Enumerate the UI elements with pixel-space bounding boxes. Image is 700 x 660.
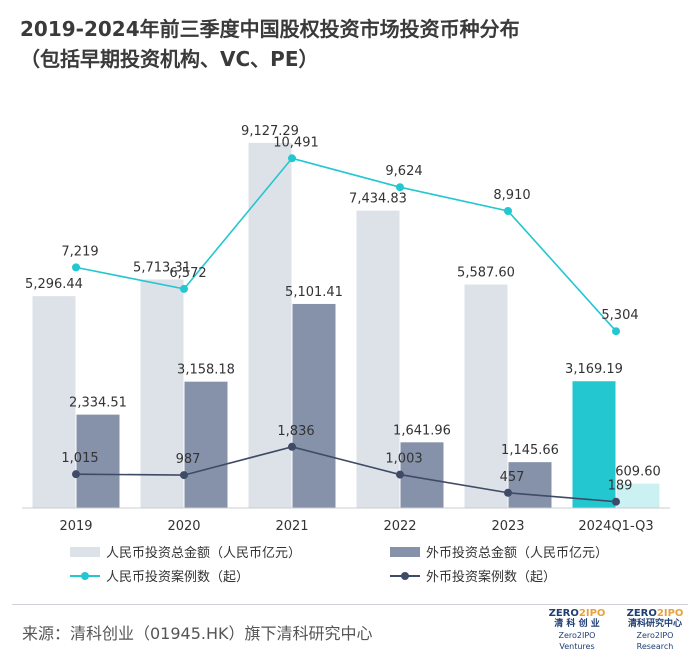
legend-line-rmb-count — [70, 571, 100, 581]
bar-rmb-2019 — [32, 296, 76, 508]
point-rmb-count-2022 — [396, 183, 404, 192]
point-label-fx-count-2024Q1-Q3: 189 — [608, 479, 633, 494]
point-rmb-count-2020 — [180, 284, 188, 293]
bar-fx-2023 — [508, 462, 552, 508]
point-fx-count-2024Q1-Q3 — [612, 497, 620, 506]
legend-item-rmb-amount: 人民币投资总金额（人民币亿元） — [70, 542, 301, 561]
point-label-fx-count-2020: 987 — [176, 452, 201, 467]
legend-label-fx-amount: 外币投资总金额（人民币亿元） — [426, 546, 609, 561]
bar-label-rmb-2024Q1-Q3: 3,169.19 — [565, 362, 623, 377]
line-fx-count — [75, 445, 617, 503]
bar-fx-2021 — [292, 303, 336, 508]
legend-item-fx-amount: 外币投资总金额（人民币亿元） — [390, 542, 608, 561]
point-label-rmb-count-2022: 9,624 — [385, 164, 422, 179]
point-fx-count-2019 — [72, 470, 80, 479]
x-tick-label-2022: 2022 — [383, 519, 416, 534]
legend-item-rmb-count: 人民币投资案例数（起） — [70, 566, 249, 585]
bar-rmb-2024Q1-Q3 — [572, 381, 616, 508]
point-fx-count-2022 — [396, 470, 404, 479]
legend-label-rmb-count: 人民币投资案例数（起） — [106, 570, 250, 585]
point-label-fx-count-2023: 457 — [500, 470, 525, 485]
legend-item-fx-count: 外币投资案例数（起） — [390, 566, 556, 585]
bar-label-fx-2024Q1-Q3: 609.60 — [615, 465, 661, 480]
chart-title: 2019-2024年前三季度中国股权投资市场投资币种分布 （包括早期投资机构、V… — [20, 14, 520, 74]
zero2ipo-ventures-logo: ZERO2IPO 清 科 创 业 Zero2IPO Ventures — [542, 608, 612, 652]
zero2ipo-ventures-cn: 清 科 创 业 — [554, 619, 600, 629]
legend-label-rmb-amount: 人民币投资总金额（人民币亿元） — [106, 546, 302, 561]
legend-swatch-rmb-amount — [70, 546, 100, 557]
point-fx-count-2021 — [288, 442, 296, 451]
bar-label-fx-2021: 5,101.41 — [285, 285, 343, 300]
bar-label-rmb-2023: 5,587.60 — [457, 265, 515, 280]
bar-label-rmb-2021: 9,127.29 — [241, 124, 299, 139]
point-rmb-count-2023 — [504, 207, 512, 215]
bar-label-rmb-2020: 5,713.31 — [133, 260, 191, 275]
point-label-fx-count-2022: 1,003 — [385, 452, 422, 467]
point-rmb-count-2021 — [288, 154, 296, 163]
legend-swatch-fx-amount — [390, 546, 420, 557]
zero2ipo-research-en: Zero2IPO Research — [636, 631, 674, 651]
bar-rmb-2023 — [464, 284, 508, 508]
bar-fx-2019 — [76, 414, 120, 508]
point-rmb-count-2024Q1-Q3 — [612, 327, 620, 336]
footer-divider — [12, 604, 688, 605]
bar-label-fx-2020: 3,158.18 — [177, 363, 235, 378]
chart-title-line1: 2019-2024年前三季度中国股权投资市场投资币种分布 — [20, 17, 520, 41]
point-label-rmb-count-2024Q1-Q3: 5,304 — [601, 308, 638, 323]
bar-rmb-2021 — [248, 142, 292, 509]
bar-label-fx-2019: 2,334.51 — [69, 396, 127, 411]
bar-fx-2020 — [184, 381, 228, 508]
chart-title-line2: （包括早期投资机构、VC、PE） — [20, 47, 319, 71]
bar-label-rmb-2022: 7,434.83 — [349, 192, 407, 207]
point-label-rmb-count-2021: 10,491 — [273, 135, 319, 150]
legend-line-fx-count — [390, 571, 420, 581]
zero2ipo-ventures-brand: ZERO2IPO — [548, 608, 606, 619]
zero2ipo-research-logo: ZERO2IPO 清科研究中心 Zero2IPO Research — [620, 608, 690, 652]
bar-rmb-2022 — [356, 210, 400, 508]
bar-label-fx-2023: 1,145.66 — [501, 443, 559, 458]
zero2ipo-research-brand: ZERO2IPO — [626, 608, 684, 619]
bar-fx-2024Q1-Q3 — [616, 483, 660, 508]
x-tick-label-2023: 2023 — [491, 519, 524, 534]
bar-rmb-2020 — [140, 279, 184, 508]
zero2ipo-ventures-en: Zero2IPO Ventures — [558, 631, 596, 651]
point-label-rmb-count-2020: 6,572 — [169, 266, 206, 281]
chart-canvas: 5,296.44 5,713.31 9,127.29 7,434.83 5,587.60… — [22, 124, 670, 534]
x-tick-label-2021: 2021 — [275, 519, 308, 534]
point-label-fx-count-2019: 1,015 — [61, 451, 98, 466]
x-tick-label-2019: 2019 — [59, 519, 92, 534]
point-fx-count-2023 — [504, 488, 512, 497]
zero2ipo-research-cn: 清科研究中心 — [627, 619, 682, 629]
legend-label-fx-count: 外币投资案例数（起） — [426, 570, 557, 585]
bar-label-fx-2022: 1,641.96 — [393, 423, 451, 438]
point-fx-count-2020 — [180, 471, 188, 480]
source-note: 来源：清科创业（01945.HK）旗下清科研究中心 — [22, 624, 373, 643]
x-tick-label-2024Q1-Q3: 2024Q1-Q3 — [578, 519, 653, 534]
point-label-rmb-count-2019: 7,219 — [61, 244, 98, 259]
point-rmb-count-2019 — [72, 263, 80, 272]
point-label-fx-count-2021: 1,836 — [277, 424, 314, 439]
x-tick-label-2020: 2020 — [167, 519, 200, 534]
line-rmb-count — [75, 157, 617, 332]
bar-label-rmb-2019: 5,296.44 — [25, 277, 83, 292]
point-label-rmb-count-2023: 8,910 — [493, 188, 530, 203]
logos: ZERO2IPO 清 科 创 业 Zero2IPO Ventures ZERO2… — [542, 608, 690, 652]
